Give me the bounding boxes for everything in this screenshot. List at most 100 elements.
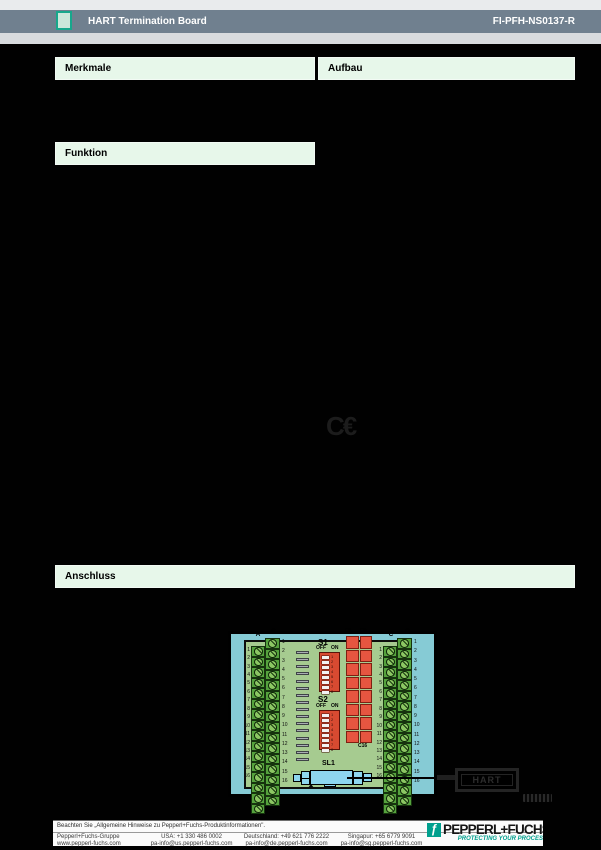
terminal-number: 9 [414, 713, 417, 720]
dip-switch-position: 7 [322, 685, 337, 690]
figure-caption-illegible [523, 794, 552, 802]
terminal-screw [400, 723, 409, 732]
terminal-number: 8 [247, 705, 250, 712]
section-header-aufbau: Aufbau [318, 57, 575, 80]
capacitor [359, 676, 372, 689]
terminal-screw [385, 710, 395, 719]
footer-sg-phone: Singapur: +65 6779 9091 [347, 834, 416, 840]
switch-s1-off-label: OFF [316, 645, 326, 651]
dip-position-number: 1 [330, 712, 333, 718]
terminal-screw [253, 783, 263, 792]
terminal-number: 1 [247, 646, 250, 653]
capacitor [359, 636, 372, 649]
dip-switch-position: 6 [322, 680, 337, 685]
footer-de-email: pa-info@de.pepperl-fuchs.com [245, 840, 328, 847]
terminal-screw [268, 754, 277, 763]
terminal-screw [268, 796, 277, 805]
terminal-cell [251, 782, 265, 793]
resistor-bar [296, 693, 309, 697]
capacitor [346, 636, 359, 649]
terminal-number: 15 [244, 764, 250, 771]
dip-switch-knob [322, 729, 329, 732]
terminal-cell [265, 701, 280, 712]
terminal-screw [253, 710, 263, 719]
connector-left-tab [293, 774, 301, 782]
pin1-triangle-marker [308, 784, 314, 788]
dip-switch-position: 8 [322, 690, 337, 695]
terminal-column-d [397, 638, 412, 806]
terminal-screw [268, 744, 277, 753]
terminal-screw [268, 775, 277, 784]
terminal-number: 1 [379, 646, 382, 653]
terminal-cell [265, 659, 280, 670]
footer-sg-email: pa-info@sg.pepperl-fuchs.com [340, 840, 423, 847]
terminal-screw [400, 649, 409, 658]
dip-switch-position: 1 [322, 713, 337, 718]
terminal-screw [268, 691, 277, 700]
capacitor [359, 703, 372, 716]
footer-col-usa: USA: +1 330 486 0002 pa-info@us.pepperl-… [146, 834, 237, 847]
dip-switch-position: 7 [322, 743, 337, 748]
resistor-bar [296, 658, 309, 662]
dip-position-number: 7 [330, 684, 333, 690]
terminal-number: 14 [244, 756, 250, 763]
terminal-cell [383, 730, 397, 741]
hart-callout-inner: HART [461, 774, 513, 786]
capacitor-label-c1: C1 [345, 628, 352, 634]
terminal-number: 11 [376, 731, 382, 738]
terminal-cell [265, 785, 280, 796]
hart-leader-line-end [437, 775, 455, 780]
terminal-group-label-c: C [388, 631, 394, 638]
terminal-cell [251, 793, 265, 804]
top-margin-strip [0, 0, 601, 10]
terminal-cell [397, 711, 412, 722]
terminal-screw [268, 702, 277, 711]
resistor-bar [296, 729, 309, 733]
terminal-screw [253, 741, 263, 750]
terminal-number: 15 [376, 764, 382, 771]
terminal-cell [265, 774, 280, 785]
terminal-screw [400, 733, 409, 742]
terminal-screw [400, 775, 409, 784]
dip-switch-knob [322, 681, 329, 684]
terminal-cell [383, 656, 397, 667]
dip-switch-knob [322, 671, 329, 674]
dip-switch-position: 2 [322, 660, 337, 665]
capacitor-label-c9: C9 [360, 628, 367, 634]
terminal-number: 13 [244, 747, 250, 754]
dip-position-number: 6 [330, 679, 333, 685]
dip-position-number: 8 [330, 689, 333, 695]
dip-position-number: 5 [330, 674, 333, 680]
terminal-cell [251, 667, 265, 678]
terminal-cell [383, 698, 397, 709]
dip-switch-position: 3 [322, 723, 337, 728]
dip-switch-position: 2 [322, 718, 337, 723]
footer-col-group: Pepperl+Fuchs-Gruppe www.pepperl-fuchs.c… [53, 834, 146, 847]
terminal-screw [400, 681, 409, 690]
terminal-cell [251, 740, 265, 751]
terminal-number: 7 [414, 694, 417, 701]
terminal-screw [400, 744, 409, 753]
terminal-cell [251, 719, 265, 730]
dip-switch-knob [322, 714, 329, 717]
terminal-cell [265, 638, 280, 649]
resistor-bar [296, 750, 309, 754]
terminal-number: 1 [414, 639, 417, 646]
terminal-screw [400, 691, 409, 700]
terminal-screw [385, 794, 395, 803]
dip-switch-knob [322, 666, 329, 669]
terminal-screw [253, 720, 263, 729]
terminal-screw [385, 689, 395, 698]
capacitor-grid [346, 636, 372, 743]
terminal-cell [397, 648, 412, 659]
dip-switch-position: 4 [322, 670, 337, 675]
terminal-screw [400, 670, 409, 679]
terminal-cell [397, 638, 412, 649]
dip-switch-knob [322, 656, 329, 659]
capacitor [359, 717, 372, 730]
dip-switch-position: 5 [322, 733, 337, 738]
terminal-number: 7 [247, 697, 250, 704]
